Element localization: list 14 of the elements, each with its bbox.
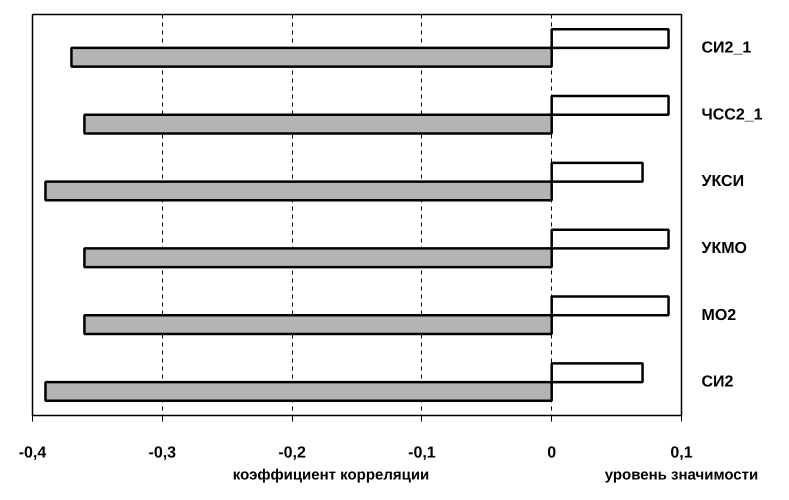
y-tick-label: СИ2_1: [702, 39, 752, 56]
y-tick-label: МО2: [702, 306, 736, 324]
x-axis-title: коэффициент корреляции: [232, 466, 430, 484]
x-tick-label: -0,3: [148, 444, 176, 462]
x-tick-label: 0: [547, 444, 556, 462]
y-tick-label: СИ2: [702, 374, 734, 391]
x-tick-label: -0,1: [408, 444, 436, 462]
x-tick-label: -0,4: [18, 444, 46, 462]
text: уровень значимости: [604, 466, 758, 484]
x-tick-label: 0,1: [670, 444, 693, 462]
y-tick-label: УКМО: [702, 240, 747, 257]
x-tick-label: -0,2: [278, 444, 306, 462]
y-tick-label: ЧСС2_1: [702, 106, 763, 124]
y-tick-label: УКСИ: [702, 173, 744, 190]
